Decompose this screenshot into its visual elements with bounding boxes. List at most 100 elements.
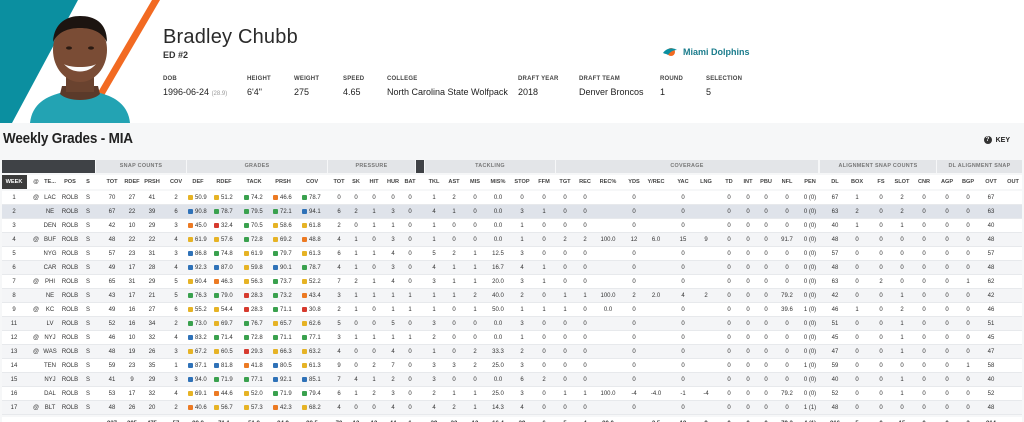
column-header-lng[interactable]: LNG bbox=[700, 179, 712, 185]
table-row[interactable]: 14 TEN ROLB S 59 23 35 1 87.1 81.8 41.8 80.5 61.3 9 0 2… bbox=[2, 359, 1022, 373]
table-row[interactable]: 15 NYJ ROLB S 41 9 29 3 94.0 71.9 77.1 92.1 85.1 7 4 1 2… bbox=[2, 373, 1022, 387]
column-header-int[interactable]: INT bbox=[743, 179, 753, 185]
column-header-home-away[interactable]: @ bbox=[33, 179, 39, 185]
cell-grade-cov: 61.3 bbox=[300, 359, 324, 373]
column-header-hur[interactable]: HUR bbox=[386, 179, 400, 185]
column-header-stop[interactable]: STOP bbox=[514, 179, 530, 185]
totals-row: 8373054755788.871.151.884.988.5701313441… bbox=[2, 417, 1022, 422]
cell-dl: 40 bbox=[831, 377, 839, 383]
column-header-team[interactable]: TE... bbox=[44, 179, 56, 185]
cell-yds: 0 bbox=[632, 195, 636, 201]
column-header-rec[interactable]: REC bbox=[579, 179, 591, 185]
column-header-grade-cov[interactable]: COV bbox=[305, 179, 319, 185]
team-link[interactable]: Miami Dolphins bbox=[662, 46, 750, 58]
column-header-yac[interactable]: YAC bbox=[677, 179, 689, 185]
column-header-tgt[interactable]: TGT bbox=[559, 179, 571, 185]
grade-tier-chip-icon bbox=[214, 320, 219, 326]
cell-td: 0 bbox=[727, 321, 731, 327]
column-header-nfl[interactable]: NFL bbox=[781, 179, 793, 185]
column-header-ffm[interactable]: FFM bbox=[538, 179, 550, 185]
table-row[interactable]: 2 NE ROLB S 67 22 39 6 90.8 78.7 79.5 72.1 94.1 6 2 1 3 0… bbox=[2, 205, 1022, 219]
column-header-week[interactable]: WEEK bbox=[5, 179, 23, 185]
cell-fs: 0 bbox=[879, 377, 883, 383]
cell-agp: 0 bbox=[945, 363, 949, 369]
cell-tkl: 1 bbox=[432, 223, 436, 229]
column-header-side[interactable]: S bbox=[86, 179, 90, 185]
table-row[interactable]: 7 @ PHI ROLB S 65 31 29 5 60.4 46.3 56.3 73.7 52.2 7 2 1… bbox=[2, 275, 1022, 289]
column-header-rec-pct[interactable]: REC% bbox=[599, 179, 617, 185]
column-header-bat[interactable]: BAT bbox=[404, 179, 416, 185]
column-header-pressure-tot[interactable]: TOT bbox=[333, 179, 345, 185]
key-button[interactable]: ? KEY bbox=[983, 136, 1010, 144]
cell-bgp: 0 bbox=[966, 391, 970, 397]
table-row[interactable]: 6 CAR ROLB S 49 17 28 4 92.3 87.0 59.8 90.1 78.7 4 1 0 3… bbox=[2, 261, 1022, 275]
total-lng: 9 bbox=[697, 417, 715, 422]
cell-grade-prsh: 65.7 bbox=[271, 317, 295, 331]
cell-side: S bbox=[85, 195, 90, 201]
table-row[interactable]: 5 NYG ROLB S 57 23 31 3 86.8 74.8 61.9 79.7 61.3 6 1 1 4… bbox=[2, 247, 1022, 261]
table-row[interactable]: 9 @ KC ROLB S 49 16 27 6 55.2 54.4 28.3 71.1 30.8 2 1 0 1… bbox=[2, 303, 1022, 317]
cell-week: 11 bbox=[10, 321, 18, 327]
cell-home-away: @ bbox=[32, 349, 40, 355]
cell-grade-cov: 79.4 bbox=[300, 387, 324, 401]
cell-snap-tot: 70 bbox=[108, 195, 116, 201]
column-header-td[interactable]: TD bbox=[725, 179, 733, 185]
cell-sk: 0 bbox=[354, 195, 358, 201]
column-header-fs[interactable]: FS bbox=[877, 179, 885, 185]
column-header-grade-rdef[interactable]: RDEF bbox=[216, 179, 232, 185]
column-header-snap-tot[interactable]: TOT bbox=[106, 179, 118, 185]
column-header-out[interactable]: OUT bbox=[1007, 179, 1019, 185]
table-row[interactable]: 1 @ LAC ROLB S 70 27 41 2 50.9 51.2 74.2 46.6 78.7 0 0 0… bbox=[2, 191, 1022, 205]
cell-dl: 47 bbox=[831, 349, 839, 355]
column-header-ovt[interactable]: OVT bbox=[985, 179, 997, 185]
grade-value: 43.4 bbox=[309, 293, 321, 299]
column-header-sk[interactable]: SK bbox=[352, 179, 360, 185]
cell-grade-prsh: 69.2 bbox=[271, 233, 295, 247]
column-header-box[interactable]: BOX bbox=[850, 179, 864, 185]
grade-value: 69.1 bbox=[195, 391, 207, 397]
column-header-snap-prsh[interactable]: PRSH bbox=[144, 179, 160, 185]
column-header-tkl[interactable]: TKL bbox=[428, 179, 440, 185]
column-header-agp[interactable]: AGP bbox=[940, 179, 954, 185]
table-row[interactable]: 13 @ WAS ROLB S 48 19 26 3 67.2 60.5 29.3 66.3 63.2 4 0… bbox=[2, 345, 1022, 359]
column-header-ast[interactable]: AST bbox=[448, 179, 460, 185]
column-header-slot[interactable]: SLOT bbox=[894, 179, 910, 185]
column-header-pbu[interactable]: PBU bbox=[760, 179, 772, 185]
column-header-hit[interactable]: HIT bbox=[369, 179, 379, 185]
table-row[interactable]: 4 @ BUF ROLB S 48 22 22 4 61.9 57.6 72.8 69.2 48.8 4 1 0… bbox=[2, 233, 1022, 247]
cell-ast: 0 bbox=[452, 349, 456, 355]
column-header-pos[interactable]: POS bbox=[64, 179, 76, 185]
column-header-grade-prsh[interactable]: PRSH bbox=[275, 179, 291, 185]
column-header-mis-pct[interactable]: MIS% bbox=[490, 179, 506, 185]
table-row[interactable]: 11 LV ROLB S 52 16 34 2 73.0 69.7 76.7 65.7 62.6 5 0 0 5… bbox=[2, 317, 1022, 331]
table-row[interactable]: 16 DAL ROLB S 53 17 32 4 69.1 44.6 52.0 71.9 79.4 6 1 2… bbox=[2, 387, 1022, 401]
column-header-grade-def[interactable]: DEF bbox=[192, 179, 204, 185]
cell-side: S bbox=[85, 223, 90, 229]
column-header-cnr[interactable]: CNR bbox=[917, 179, 931, 185]
column-header-snap-rdef[interactable]: RDEF bbox=[124, 179, 140, 185]
column-header-grade-tack[interactable]: TACK bbox=[246, 179, 262, 185]
cell-stop: 2 bbox=[520, 349, 524, 355]
table-row[interactable]: 8 NE ROLB S 43 17 21 5 76.3 79.0 28.3 73.2 43.4 3 1 1 1 1… bbox=[2, 289, 1022, 303]
cell-grade-rdef: 78.7 bbox=[212, 205, 236, 219]
cell-week: 16 bbox=[10, 391, 18, 397]
cell-td: 0 bbox=[727, 391, 731, 397]
column-header-y-rec[interactable]: Y/REC bbox=[647, 179, 665, 185]
table-row[interactable]: 17 @ BLT ROLB S 48 26 20 2 40.6 56.7 57.3 42.3 68.2 4 0… bbox=[2, 401, 1022, 415]
column-header-mis[interactable]: MIS bbox=[470, 179, 480, 185]
cell-agp: 0 bbox=[945, 237, 949, 243]
grade-value: 66.3 bbox=[280, 349, 292, 355]
column-header-pen[interactable]: PEN bbox=[804, 179, 816, 185]
grade-tier-chip-icon bbox=[188, 278, 193, 284]
table-row[interactable]: 3 DEN ROLB S 42 10 29 3 45.0 32.4 70.5 58.6 61.8 2 0 1 1… bbox=[2, 219, 1022, 233]
table-row[interactable]: 12 @ NYJ ROLB S 46 10 32 4 83.2 71.4 72.8 71.1 77.1 3 1… bbox=[2, 331, 1022, 345]
grade-value: 30.8 bbox=[309, 307, 321, 313]
cell-grade-tack: 77.1 bbox=[242, 373, 266, 387]
cell-grade-tack: 61.9 bbox=[242, 247, 266, 261]
cell-slot: 0 bbox=[900, 251, 904, 257]
column-header-yds[interactable]: YDS bbox=[628, 179, 640, 185]
column-header-bgp[interactable]: BGP bbox=[961, 179, 975, 185]
column-header-dl[interactable]: DL bbox=[831, 179, 839, 185]
cell-week: 6 bbox=[12, 265, 16, 271]
column-header-snap-cov[interactable]: COV bbox=[169, 179, 183, 185]
